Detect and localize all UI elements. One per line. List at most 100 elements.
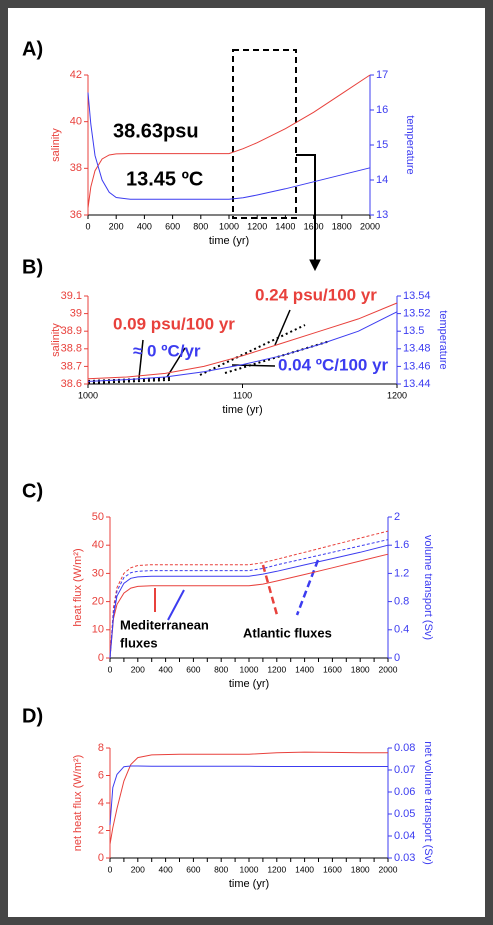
y-tick-label: 38.9: [61, 325, 82, 337]
x-tick-label: 1100: [233, 390, 252, 400]
x-tick-label: 1400: [295, 864, 314, 874]
x-tick-label: 2000: [379, 864, 398, 874]
x-tick-label: 600: [186, 864, 200, 874]
y2-tick-label: 17: [376, 69, 388, 81]
series-line: [109, 539, 389, 659]
y-axis-label: salinity: [50, 323, 62, 357]
y-tick-label: 36: [70, 209, 82, 221]
panel-label: C): [22, 480, 43, 502]
y-tick-label: 38: [70, 162, 82, 174]
x-axis-label: time (yr): [229, 678, 269, 690]
panel-label: A): [22, 38, 43, 60]
y2-tick-label: 0.04: [394, 830, 415, 842]
annotation: 38.63psu: [113, 120, 199, 142]
y-tick-label: 50: [92, 511, 104, 523]
series-line: [87, 302, 398, 380]
x-tick-label: 600: [165, 221, 180, 231]
y2-tick-label: 14: [376, 174, 388, 186]
x-tick-label: 1600: [323, 864, 342, 874]
x-tick-label: 200: [131, 864, 145, 874]
series-line: [87, 311, 398, 382]
y2-tick-label: 0: [394, 652, 400, 664]
y-tick-label: 0: [98, 852, 104, 864]
y2-tick-label: 13: [376, 209, 388, 221]
x-tick-label: 1000: [240, 864, 259, 874]
y-tick-label: 10: [92, 624, 104, 636]
x-tick-label: 1600: [304, 221, 324, 231]
y2-tick-label: 1.2: [394, 567, 409, 579]
x-tick-label: 1200: [267, 664, 286, 674]
x-tick-label: 1400: [275, 221, 295, 231]
annotation: Atlantic fluxes: [243, 625, 332, 640]
y-tick-label: 38.7: [61, 360, 82, 372]
y2-tick-label: 0.03: [394, 852, 415, 864]
y2-tick-label: 13.52: [403, 308, 431, 320]
x-tick-label: 1800: [351, 864, 370, 874]
panel-label: B): [22, 256, 43, 278]
annotation: ≈ 0 ºC/yr: [133, 341, 201, 360]
zoom-arrow: [296, 154, 316, 262]
x-axis-label: time (yr): [229, 878, 269, 890]
y2-tick-label: 2: [394, 511, 400, 523]
y2-tick-label: 0.07: [394, 764, 415, 776]
x-tick-label: 400: [159, 864, 173, 874]
x-tick-label: 2000: [379, 664, 398, 674]
y-axis-label: salinity: [50, 128, 62, 162]
y2-tick-label: 16: [376, 104, 388, 116]
x-tick-label: 1000: [78, 390, 98, 400]
x-tick-label: 1600: [323, 664, 342, 674]
trend-line: [199, 324, 306, 376]
annotation: 13.45 ºC: [126, 168, 203, 190]
x-tick-label: 1200: [247, 221, 267, 231]
y2-tick-label: 15: [376, 139, 388, 151]
x-axis-label: time (yr): [222, 404, 262, 416]
series-line: [109, 765, 388, 826]
annotation: 0.04 ºC/100 yr: [278, 355, 389, 374]
annotation: Mediterranean: [120, 617, 209, 632]
pointer: [138, 339, 144, 379]
y2-tick-label: 13.44: [403, 378, 431, 390]
series-line: [87, 92, 371, 200]
y-tick-label: 39.1: [61, 290, 82, 302]
y2-tick-label: 13.46: [403, 360, 431, 372]
y2-tick-label: 13.54: [403, 290, 431, 302]
y-axis-label: heat flux (W/m²): [72, 548, 84, 626]
x-tick-label: 1800: [332, 221, 352, 231]
x-tick-label: 0: [85, 221, 90, 231]
x-tick-label: 1400: [295, 664, 314, 674]
y-tick-label: 20: [92, 596, 104, 608]
y-tick-label: 4: [98, 797, 104, 809]
x-tick-label: 200: [131, 664, 145, 674]
series-line: [109, 751, 389, 845]
x-tick-label: 2000: [360, 221, 380, 231]
x-tick-label: 400: [159, 664, 173, 674]
y2-tick-label: 0.8: [394, 596, 409, 608]
pointer: [274, 309, 291, 346]
y-tick-label: 40: [70, 116, 82, 128]
x-tick-label: 1000: [240, 664, 259, 674]
y2-tick-label: 0.08: [394, 742, 415, 754]
y-tick-label: 8: [98, 742, 104, 754]
y2-tick-label: 0.06: [394, 786, 415, 798]
y-tick-label: 42: [70, 69, 82, 81]
x-tick-label: 800: [193, 221, 208, 231]
x-tick-label: 1000: [219, 221, 239, 231]
arrow-head: [309, 259, 321, 272]
pointer: [167, 589, 185, 621]
trend-line: [87, 379, 171, 384]
x-axis-label: time (yr): [209, 235, 249, 247]
y-tick-label: 0: [98, 652, 104, 664]
x-tick-label: 200: [109, 221, 124, 231]
y2-axis-label: volume transport (Sv): [422, 535, 434, 640]
y2-tick-label: 0.4: [394, 624, 409, 636]
y2-tick-label: 1.6: [394, 539, 409, 551]
y2-tick-label: 13.5: [403, 325, 424, 337]
x-tick-label: 800: [214, 864, 228, 874]
annotation: 0.24 psu/100 yr: [255, 285, 377, 304]
y2-tick-label: 0.05: [394, 808, 415, 820]
x-tick-label: 1800: [351, 664, 370, 674]
x-tick-label: 0: [108, 864, 113, 874]
y-tick-label: 39: [70, 308, 82, 320]
